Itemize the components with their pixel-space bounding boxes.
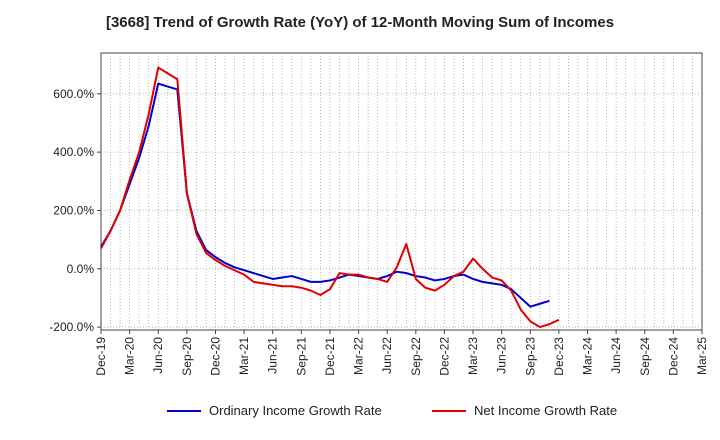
x-tick-label: Mar-23	[466, 337, 480, 375]
x-tick-label: Jun-24	[609, 337, 623, 374]
x-tick-label: Mar-20	[123, 337, 137, 375]
x-tick-label: Sep-23	[523, 337, 537, 376]
y-tick-label: 400.0%	[53, 145, 94, 159]
x-tick-label: Jun-23	[495, 337, 509, 374]
x-tick-label: Jun-20	[151, 337, 165, 374]
x-tick-label: Mar-25	[695, 337, 709, 375]
x-tick-label: Mar-22	[352, 337, 366, 375]
x-tick-label: Dec-21	[323, 337, 337, 376]
ordinary-income-series-line	[100, 82, 550, 308]
x-tick-label: Dec-19	[94, 337, 108, 376]
chart-title: [3668] Trend of Growth Rate (YoY) of 12-…	[105, 14, 615, 31]
y-tick-label: 200.0%	[53, 203, 94, 217]
x-tick-label: Jun-21	[266, 337, 280, 374]
x-tick-label: Sep-22	[409, 337, 423, 376]
legend-label: Net Income Growth Rate	[474, 403, 617, 418]
x-tick-label: Dec-20	[208, 337, 222, 376]
x-tick-label: Jun-22	[380, 337, 394, 374]
y-tick-label: -200.0%	[49, 320, 94, 334]
x-tick-label: Sep-21	[294, 337, 308, 376]
net-income-series-line	[100, 66, 560, 329]
x-tick-label: Sep-20	[180, 337, 194, 376]
y-tick-label: 600.0%	[53, 87, 94, 101]
plot-area	[100, 52, 703, 331]
x-tick-label: Dec-23	[552, 337, 566, 376]
x-tick-label: Mar-24	[581, 337, 595, 375]
y-tick-label: 0.0%	[67, 262, 95, 276]
legend-label: Ordinary Income Growth Rate	[209, 403, 382, 418]
x-tick-label: Dec-22	[437, 337, 451, 376]
x-tick-label: Sep-24	[638, 337, 652, 376]
x-tick-label: Dec-24	[666, 337, 680, 376]
x-tick-label: Mar-21	[237, 337, 251, 375]
